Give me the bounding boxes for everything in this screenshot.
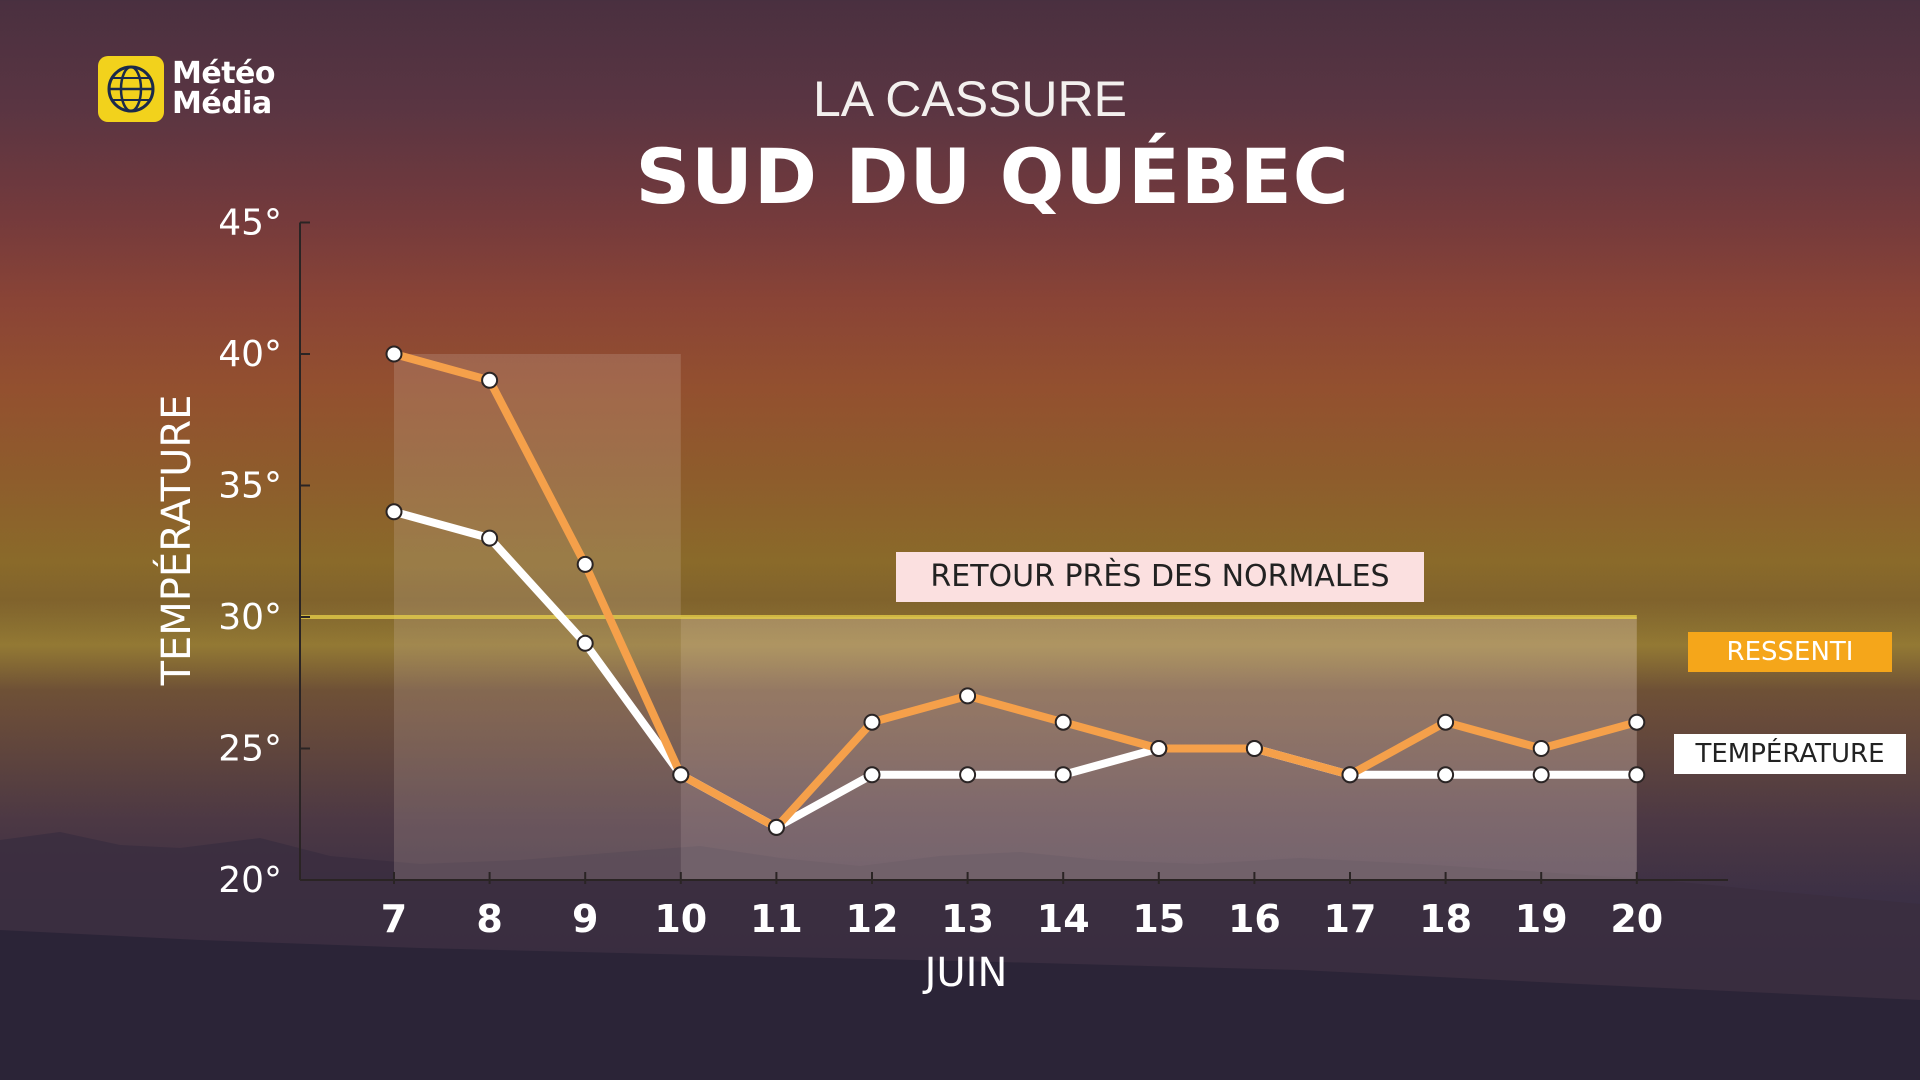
data-point-ressenti xyxy=(1532,740,1550,757)
data-point-temperature xyxy=(1628,766,1646,784)
data-point-temperature xyxy=(1054,766,1072,784)
data-point-temperature xyxy=(1437,766,1455,784)
data-point-ressenti xyxy=(385,345,403,363)
data-point-ressenti xyxy=(576,555,594,573)
data-point-ressenti xyxy=(1054,713,1072,731)
series-line-temperature xyxy=(390,507,1641,832)
x-axis-title: JUIN xyxy=(922,950,1008,996)
data-point-ressenti xyxy=(672,766,690,784)
x-tick-label: 7 xyxy=(381,897,407,941)
x-tick-label: 17 xyxy=(1324,897,1377,941)
x-tick-label: 16 xyxy=(1228,897,1281,941)
x-tick-label: 12 xyxy=(846,897,899,941)
data-point-temperature xyxy=(1532,766,1550,784)
data-point-ressenti xyxy=(1150,740,1168,757)
y-tick-label: 35° xyxy=(218,466,282,507)
data-point-temperature xyxy=(576,634,594,652)
x-tick-label: 9 xyxy=(572,897,598,941)
y-tick-label: 30° xyxy=(218,597,282,638)
legend-ressenti: RESSENTI xyxy=(1688,632,1892,672)
x-tick-label: 20 xyxy=(1610,897,1663,941)
data-point-ressenti xyxy=(481,371,499,389)
data-point-ressenti xyxy=(1628,713,1646,731)
data-point-ressenti xyxy=(863,713,881,731)
legend-temperature: TEMPÉRATURE xyxy=(1674,734,1906,774)
x-tick-label: 8 xyxy=(476,897,502,941)
globe-icon xyxy=(98,56,164,122)
data-point-ressenti xyxy=(1245,740,1263,757)
logo-line-1: Météo xyxy=(172,56,276,91)
data-point-temperature xyxy=(863,766,881,784)
logo-line-2: Média xyxy=(172,86,272,121)
x-tick-label: 18 xyxy=(1419,897,1472,941)
data-point-ressenti xyxy=(959,687,977,705)
data-point-temperature xyxy=(481,529,499,547)
data-point-ressenti xyxy=(767,818,785,836)
y-axis-title: TEMPÉRATURE xyxy=(152,395,200,687)
series-line-ressenti xyxy=(390,350,1641,832)
x-tick-label: 13 xyxy=(941,897,994,941)
x-tick-label: 10 xyxy=(654,897,707,941)
x-tick-label: 14 xyxy=(1037,897,1090,941)
data-point-temperature xyxy=(959,766,977,784)
data-point-ressenti xyxy=(1341,766,1359,784)
data-point-ressenti xyxy=(1437,713,1455,731)
normals-annotation: RETOUR PRÈS DES NORMALES xyxy=(896,552,1424,602)
x-tick-label: 15 xyxy=(1132,897,1185,941)
y-tick-label: 45° xyxy=(218,203,282,244)
chart-title: LA CASSURE xyxy=(812,71,1127,127)
chart-subtitle: SUD DU QUÉBEC xyxy=(635,132,1350,221)
data-point-temperature xyxy=(385,503,403,521)
x-tick-label: 19 xyxy=(1515,897,1568,941)
y-tick-label: 25° xyxy=(218,729,282,770)
x-tick-label: 11 xyxy=(750,897,803,941)
y-tick-label: 20° xyxy=(218,860,282,901)
y-tick-label: 40° xyxy=(218,334,282,375)
meteomedia-logo: Météo Média xyxy=(98,56,276,122)
